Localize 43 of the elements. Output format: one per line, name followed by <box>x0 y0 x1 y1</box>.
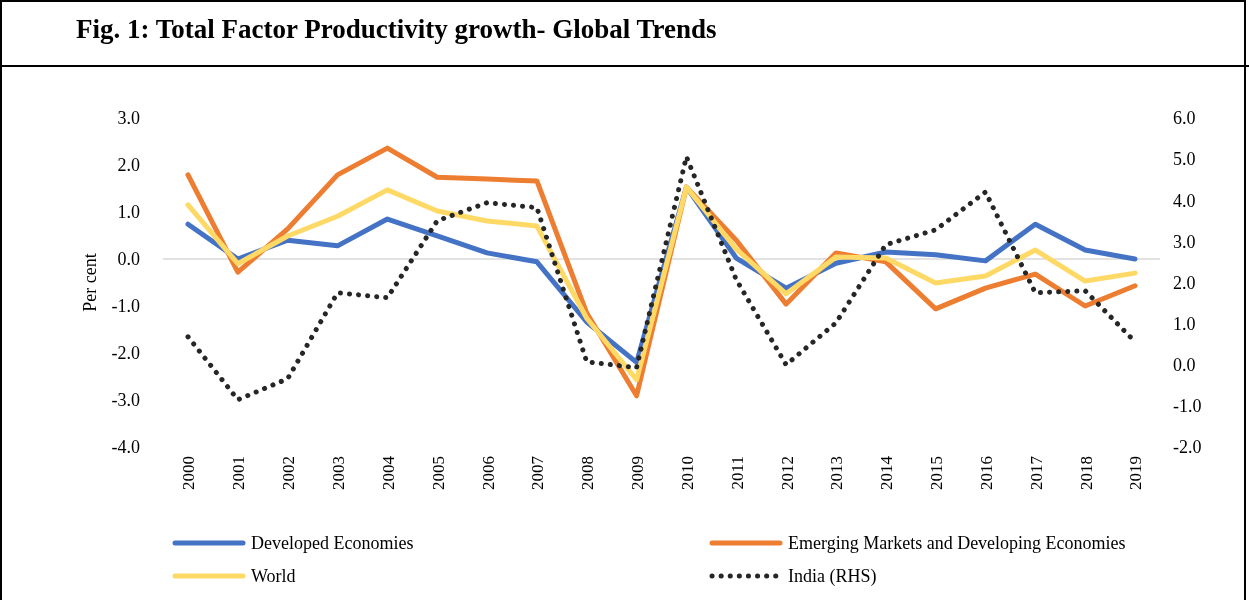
x-tick-label: 2010 <box>677 456 697 490</box>
y-axis-title: Per cent <box>80 253 100 312</box>
x-tick-label: 2016 <box>976 456 996 490</box>
x-tick-label: 2012 <box>777 456 797 490</box>
x-tick-label: 2005 <box>428 456 448 490</box>
y2-tick-label: 5.0 <box>1173 149 1196 170</box>
legend-label: India (RHS) <box>788 566 877 587</box>
y-tick-label: -3.0 <box>111 390 140 411</box>
y2-tick-label: 4.0 <box>1173 190 1196 211</box>
y2-tick-label: 1.0 <box>1173 313 1196 334</box>
y2-tick-label: 3.0 <box>1173 231 1196 252</box>
x-tick-label: 2000 <box>179 456 199 490</box>
x-tick-label: 2004 <box>378 455 398 490</box>
legend-label: Developed Economies <box>251 533 414 553</box>
y2-tick-label: 6.0 <box>1173 108 1196 129</box>
x-tick-label: 2008 <box>578 456 598 490</box>
legend-label: Emerging Markets and Developing Economies <box>788 533 1126 553</box>
chart-title: Fig. 1: Total Factor Productivity growth- Global Trends <box>76 14 717 44</box>
x-tick-label: 2007 <box>528 455 548 490</box>
y2-tick-label: -1.0 <box>1173 396 1202 417</box>
legend-label: World <box>251 566 296 586</box>
x-tick-label: 2006 <box>478 456 498 490</box>
x-tick-label: 2017 <box>1026 455 1046 490</box>
y-tick-label: 2.0 <box>117 155 140 176</box>
y-tick-label: 1.0 <box>117 202 140 223</box>
y2-tick-label: 2.0 <box>1173 272 1196 293</box>
y-tick-label: -2.0 <box>111 343 140 364</box>
y-tick-label: -4.0 <box>111 437 140 458</box>
x-tick-label: 2018 <box>1076 456 1096 490</box>
x-tick-label: 2002 <box>279 456 299 490</box>
x-tick-label: 2014 <box>877 455 897 490</box>
y-tick-label: 3.0 <box>117 108 140 129</box>
x-tick-label: 2001 <box>229 456 249 490</box>
y2-tick-label: -2.0 <box>1173 437 1202 458</box>
x-tick-label: 2009 <box>628 456 648 490</box>
y-tick-label: 0.0 <box>117 249 140 270</box>
x-tick-label: 2015 <box>927 456 947 490</box>
y-tick-label: -1.0 <box>111 296 140 317</box>
x-tick-label: 2019 <box>1126 456 1146 490</box>
x-tick-label: 2003 <box>328 456 348 490</box>
x-tick-label: 2011 <box>727 456 747 490</box>
x-tick-label: 2013 <box>827 456 847 490</box>
y2-tick-label: 0.0 <box>1173 355 1196 376</box>
